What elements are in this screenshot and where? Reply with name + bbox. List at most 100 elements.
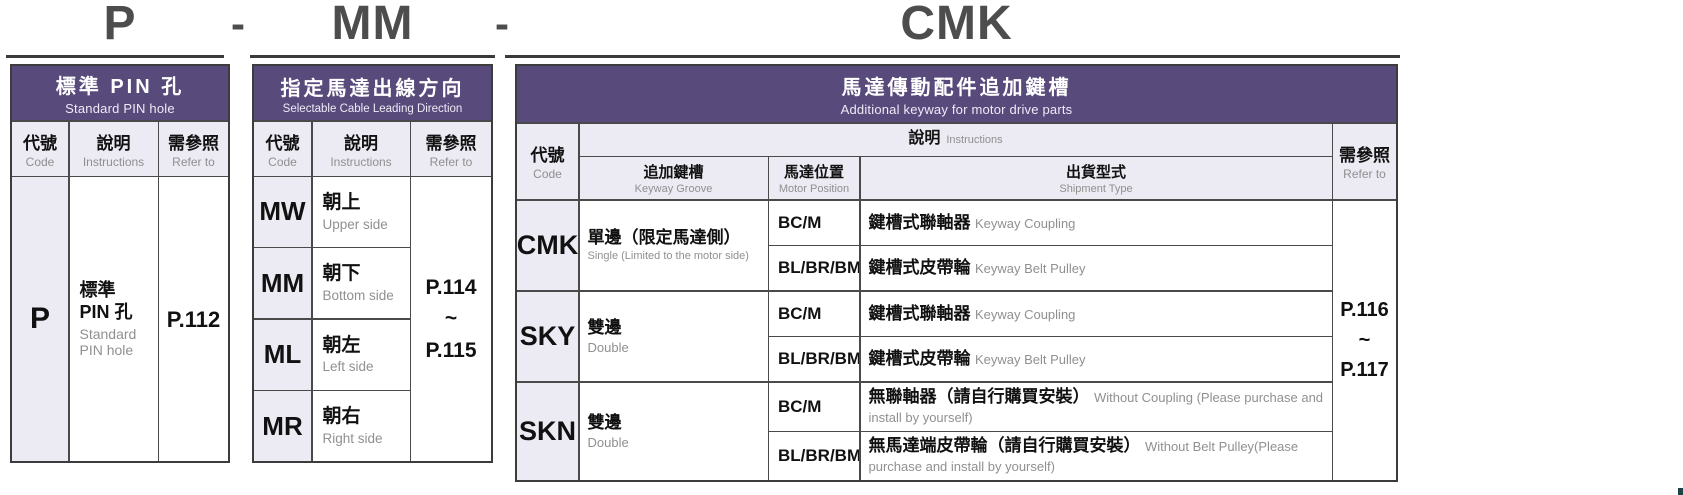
keyway-table-title-band: 馬達傳動配件追加鍵槽 Additional keyway for motor d…: [517, 66, 1396, 122]
keyway-group-groove-en: Double: [587, 434, 629, 450]
pin-col-code-en: Code: [25, 154, 55, 169]
keyway-refer-range: P.116 ~ P.117: [1333, 200, 1396, 480]
keyway-col-header-instructions: 說明 Instructions: [579, 123, 1332, 156]
direction-col-refer-zh: 需參照: [425, 133, 477, 153]
pin-row-instr-en: Standard PIN hole: [79, 325, 137, 358]
standard-pin-hole-table: 標準 PIN 孔 Standard PIN hole 代號 Code 說明 In…: [10, 64, 230, 463]
keyway-motor-position: BL/BR/BM: [769, 432, 859, 480]
direction-col-code-zh: 代號: [265, 133, 300, 153]
direction-col-refer-en: Refer to: [429, 154, 473, 169]
direction-col-header-instructions: 說明 Instructions: [312, 121, 410, 176]
shipment-zh: 無馬達端皮帶輪（請自行購買安裝）: [868, 436, 1141, 455]
shipment-en: Keyway Belt Pulley: [974, 352, 1086, 367]
underline-cmk: [505, 55, 1400, 58]
keyway-group-groove-zh: 單邊（限定馬達側）: [587, 228, 741, 248]
keyway-group-groove-zh: 雙邊: [587, 412, 622, 432]
keyway-motor-position: BC/M: [769, 382, 859, 431]
keyway-shipment-type: 鍵槽式皮帶輪 Keyway Belt Pulley: [860, 337, 1332, 381]
keyway-subcol-groove-zh: 追加鍵槽: [643, 164, 704, 181]
pin-row-instr-zh: 標準 PIN 孔: [79, 280, 133, 322]
direction-row-instructions: 朝右 Right side: [312, 391, 410, 461]
pin-row-refer: P.112: [159, 177, 228, 461]
keyway-subcol-header-groove: 追加鍵槽 Keyway Groove: [579, 157, 768, 199]
pin-col-header-code: 代號 Code: [12, 121, 68, 176]
keyway-group-groove-zh: 雙邊: [587, 317, 622, 337]
direction-row-instr-zh: 朝上: [322, 191, 361, 213]
shipment-zh: 無聯軸器（請自行購買安裝）: [868, 386, 1090, 406]
keyway-table-title-en: Additional keyway for motor drive parts: [840, 102, 1073, 117]
direction-row-instr-en: Upper side: [322, 216, 388, 232]
pin-col-refer-en: Refer to: [172, 154, 215, 169]
shipment-en: Keyway Coupling: [974, 215, 1076, 231]
direction-col-code-en: Code: [268, 154, 297, 169]
pin-col-instr-en: Instructions: [82, 154, 145, 169]
direction-col-header-refer: 需參照 Refer to: [411, 121, 491, 176]
keyway-table: 馬達傳動配件追加鍵槽 Additional keyway for motor d…: [515, 64, 1398, 482]
direction-row-code: MR: [254, 391, 311, 461]
code-separator-2: -: [495, 0, 509, 47]
shipment-zh: 鍵槽式聯軸器: [868, 303, 971, 323]
keyway-group-groove: 雙邊 Double: [579, 291, 768, 381]
keyway-subcol-header-motor: 馬達位置 Motor Position: [769, 157, 859, 199]
keyway-shipment-type: 無聯軸器（請自行購買安裝） Without Coupling (Please p…: [860, 382, 1332, 431]
direction-row-instr-en: Left side: [322, 359, 374, 375]
keyway-subcol-motor-zh: 馬達位置: [783, 164, 844, 181]
direction-row-instr-en: Bottom side: [322, 287, 394, 303]
shipment-en: Keyway Belt Pulley: [974, 261, 1086, 276]
keyway-col-header-code: 代號 Code: [517, 123, 578, 199]
direction-row-instructions: 朝左 Left side: [312, 319, 410, 390]
pin-row-code: P: [12, 177, 68, 461]
keyway-motor-position: BC/M: [769, 200, 859, 245]
shipment-zh: 鍵槽式皮帶輪: [868, 349, 971, 368]
keyway-subcol-motor-en: Motor Position: [778, 183, 850, 195]
keyway-motor-position: BL/BR/BM: [769, 246, 859, 290]
direction-row-instr-zh: 朝左: [322, 334, 361, 356]
direction-refer-range: P.114 ~ P.115: [411, 177, 491, 461]
pin-col-header-refer: 需參照 Refer to: [159, 121, 228, 176]
direction-col-instr-zh: 說明: [344, 133, 378, 153]
shipment-en: Keyway Coupling: [974, 306, 1076, 322]
keyway-group-groove-en: Double: [587, 339, 629, 355]
pin-col-code-zh: 代號: [23, 133, 57, 153]
direction-col-instr-en: Instructions: [330, 154, 392, 169]
pin-table-title-zh: 標準 PIN 孔: [55, 76, 185, 98]
underline-p: [6, 55, 224, 58]
keyway-subcol-shipment-en: Shipment Type: [1059, 183, 1133, 195]
direction-row-code: ML: [254, 319, 311, 390]
cable-direction-table: 指定馬達出線方向 Selectable Cable Leading Direct…: [252, 64, 493, 463]
pin-table-title-band: 標準 PIN 孔 Standard PIN hole: [12, 66, 228, 120]
shipment-en: Without Belt Pulley(Please purchase and …: [868, 439, 1299, 474]
direction-row-instr-en: Right side: [322, 430, 383, 446]
direction-row-code: MM: [254, 248, 311, 319]
keyway-shipment-type: 鍵槽式皮帶輪 Keyway Belt Pulley: [860, 246, 1332, 290]
pin-col-header-instructions: 說明 Instructions: [69, 121, 158, 176]
direction-row-instructions: 朝上 Upper side: [312, 177, 410, 247]
keyway-group-code: SKN: [517, 382, 578, 480]
keyway-col-refer-en: Refer to: [1343, 167, 1386, 182]
shipment-zh: 鍵槽式皮帶輪: [868, 258, 971, 277]
direction-col-header-code: 代號 Code: [254, 121, 311, 176]
direction-row-code: MW: [254, 177, 311, 247]
keyway-col-code-en: Code: [533, 167, 562, 182]
keyway-group-groove-en: Single (Limited to the motor side): [587, 250, 749, 263]
keyway-col-header-refer: 需參照 Refer to: [1333, 123, 1396, 199]
keyway-group-code: CMK: [517, 200, 578, 290]
direction-row-instr-zh: 朝下: [322, 263, 361, 285]
keyway-col-instr-en: Instructions: [946, 133, 1003, 146]
keyway-group-code: SKY: [517, 291, 578, 381]
page-corner-mark: [1678, 488, 1683, 495]
keyway-col-instr-zh: 說明: [908, 129, 941, 147]
shipment-zh: 鍵槽式聯軸器: [868, 212, 971, 232]
keyway-subcol-header-shipment: 出貨型式 Shipment Type: [860, 157, 1332, 199]
code-segment-p: P: [103, 0, 137, 50]
pin-table-title-en: Standard PIN hole: [65, 101, 175, 116]
keyway-col-refer-zh: 需參照: [1339, 146, 1390, 166]
keyway-subcol-groove-en: Keyway Groove: [634, 183, 713, 195]
direction-table-title-band: 指定馬達出線方向 Selectable Cable Leading Direct…: [254, 66, 491, 120]
keyway-shipment-type: 鍵槽式聯軸器 Keyway Coupling: [860, 291, 1332, 336]
underline-mm: [250, 55, 495, 58]
direction-row-instructions: 朝下 Bottom side: [312, 248, 410, 319]
keyway-subcol-shipment-zh: 出貨型式: [1065, 164, 1126, 181]
pin-col-refer-zh: 需參照: [168, 133, 219, 153]
keyway-shipment-type: 無馬達端皮帶輪（請自行購買安裝） Without Belt Pulley(Ple…: [860, 432, 1332, 480]
